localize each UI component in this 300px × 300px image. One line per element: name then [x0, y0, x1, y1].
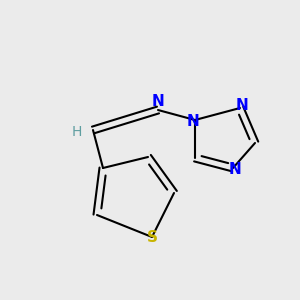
- Text: N: N: [236, 98, 248, 113]
- Text: S: S: [146, 230, 158, 244]
- Text: N: N: [229, 163, 242, 178]
- Text: H: H: [72, 125, 82, 139]
- Text: N: N: [187, 115, 200, 130]
- Text: N: N: [152, 94, 164, 110]
